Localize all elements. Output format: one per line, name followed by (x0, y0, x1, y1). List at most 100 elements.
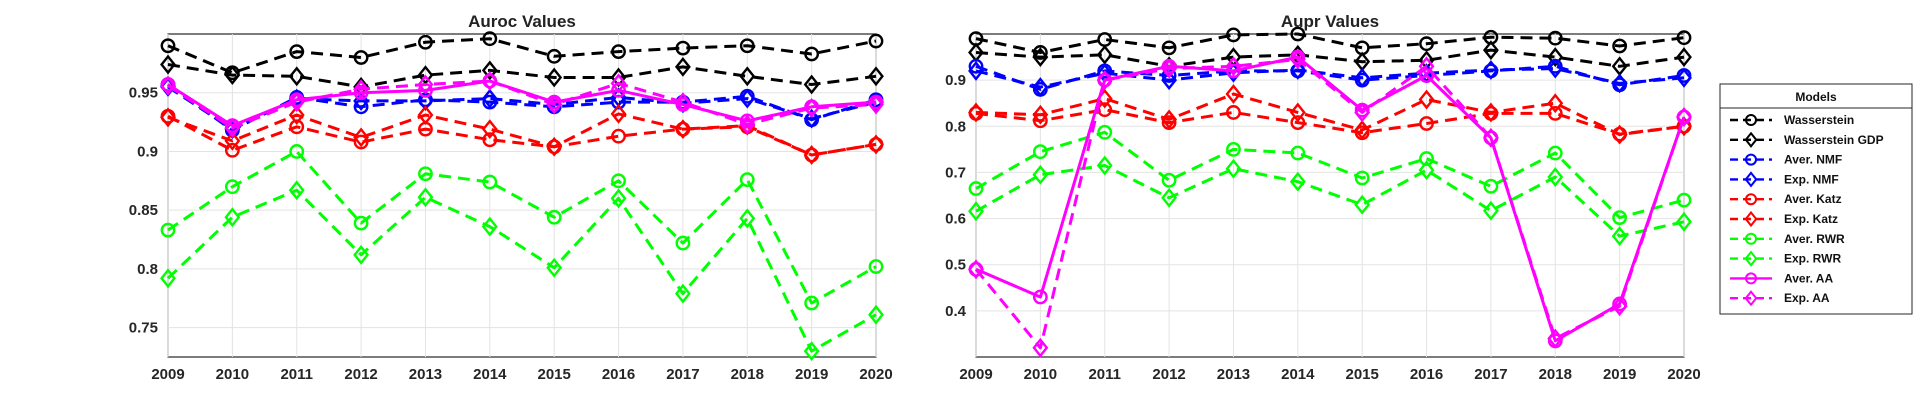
aupr-point-exp-nmf (1354, 67, 1371, 88)
aupr-point-aver-katz (1419, 116, 1434, 131)
legend-marker-circle (1745, 153, 1757, 166)
aupr-point-aver-rwr (1226, 141, 1241, 157)
aupr-point-exp-rwr (1611, 226, 1628, 247)
aupr-point-exp-aa (1418, 56, 1435, 77)
auroc-point-aver-katz (224, 142, 240, 158)
auroc-point-wasserstein-gdp (674, 56, 691, 77)
aupr-point-exp-aa (1032, 337, 1049, 358)
aupr-x-tick-label: 2009 (959, 366, 992, 383)
auroc-x-tick-label: 2011 (280, 366, 313, 383)
aupr-x-tick-label: 2020 (1667, 366, 1700, 383)
auroc-point-exp-katz (610, 103, 627, 124)
aupr-line-exp-nmf (975, 67, 1685, 89)
auroc-point-exp-katz (160, 107, 176, 128)
auroc-point-exp-rwr (160, 268, 176, 289)
legend-marker-circle (1745, 232, 1757, 245)
aupr-point-exp-nmf (968, 60, 984, 81)
auroc-point-exp-aa (481, 71, 498, 91)
aupr-point-aver-rwr (1032, 144, 1048, 160)
auroc-x-tick-label: 2016 (602, 366, 635, 383)
aupr-point-wasserstein (1612, 38, 1628, 54)
aupr-point-aver-rwr (1483, 178, 1499, 194)
aupr-point-wasserstein (1419, 36, 1434, 52)
aupr-x-tick-label: 2010 (1024, 366, 1057, 383)
aupr-point-exp-nmf (1676, 67, 1692, 88)
auroc-series-exp-katz (160, 103, 884, 165)
auroc-point-exp-rwr (674, 283, 691, 304)
aupr-series-exp-aa (968, 49, 1692, 358)
auroc-point-exp-nmf (803, 108, 820, 129)
aupr-series-exp-katz (968, 84, 1692, 145)
aupr-point-exp-rwr (1547, 167, 1564, 187)
aupr-point-wasserstein-gdp (1676, 47, 1692, 67)
auroc-point-wasserstein-gdp (160, 54, 176, 75)
legend-label: Aver. RWR (1784, 232, 1845, 246)
aupr-x-tick-label: 2013 (1217, 366, 1250, 383)
aupr-x-tick-label: 2011 (1088, 366, 1121, 383)
auroc-point-exp-aa (803, 98, 820, 118)
aupr-line-aver-rwr (975, 130, 1685, 220)
auroc-y-tick-label: 0.8 (137, 261, 158, 278)
aupr-point-aver-aa (1032, 289, 1048, 305)
aupr-point-aver-rwr (1612, 210, 1628, 226)
auroc-point-exp-katz (224, 130, 241, 151)
auroc-point-exp-aa (610, 73, 627, 94)
auroc-point-exp-nmf (739, 88, 756, 109)
aupr-point-exp-aa (1161, 58, 1178, 79)
aupr-y-tick-label: 0.5 (945, 257, 966, 274)
legend-label: Wasserstein (1784, 113, 1854, 127)
auroc-point-exp-katz (417, 105, 434, 125)
aupr-y-tick-label: 0.4 (945, 303, 967, 320)
aupr-point-exp-rwr (1161, 187, 1178, 208)
legend-label: Exp. AA (1784, 291, 1830, 305)
auroc-point-aver-rwr (224, 179, 240, 195)
legend-box (1719, 83, 1913, 315)
auroc-point-exp-aa (674, 92, 691, 113)
aupr-point-exp-katz (1354, 120, 1371, 140)
legend-entries: Wasserstein Wasserstein GDP Aver. NMF Exp. … (1730, 113, 1884, 307)
aupr-y-tick-label: 0.8 (945, 118, 966, 135)
auroc-point-wasserstein (804, 46, 820, 62)
auroc-point-wasserstein (868, 33, 884, 49)
auroc-line-aver-katz (167, 114, 877, 157)
aupr-point-aver-rwr (968, 181, 984, 196)
auroc-point-exp-katz (546, 136, 563, 157)
aupr-point-aver-rwr (1419, 151, 1434, 166)
aupr-point-exp-nmf (1547, 58, 1564, 79)
aupr-point-wasserstein (1676, 30, 1692, 46)
auroc-point-exp-rwr (417, 187, 434, 208)
aupr-point-wasserstein-gdp (1032, 47, 1049, 67)
auroc-point-aver-katz (482, 132, 498, 148)
auroc-point-exp-aa (868, 94, 884, 115)
auroc-point-aver-rwr (546, 209, 562, 225)
legend-marker-diamond (1744, 171, 1758, 188)
auroc-point-exp-aa (739, 114, 756, 135)
aupr-point-exp-nmf (1032, 77, 1049, 97)
aupr-point-exp-aa (1289, 49, 1306, 70)
auroc-point-exp-katz (803, 145, 820, 165)
auroc-x-tick-label: 2015 (537, 366, 570, 383)
aupr-point-wasserstein-gdp (1482, 40, 1499, 61)
auroc-point-wasserstein (739, 38, 755, 54)
auroc-point-aver-rwr (160, 222, 176, 238)
auroc-x-tick-label: 2012 (344, 366, 377, 383)
aupr-line-wasserstein-gdp (975, 48, 1685, 68)
aupr-point-aver-rwr (1676, 192, 1692, 208)
auroc-chart-title: Auroc Values (468, 12, 576, 31)
auroc-point-exp-katz (288, 105, 305, 125)
auroc-point-aver-katz (353, 134, 369, 150)
auroc-x-tick-label: 2009 (151, 366, 184, 383)
aupr-chart-title: Aupr Values (1281, 12, 1379, 31)
aupr-x-tick-label: 2018 (1539, 366, 1572, 383)
auroc-x-tick-label: 2010 (216, 366, 249, 383)
aupr-point-wasserstein (1226, 27, 1241, 43)
legend-entry-aver-katz: Aver. Katz (1730, 192, 1842, 206)
auroc-point-aver-rwr (868, 259, 884, 274)
aupr-series-exp-rwr (968, 155, 1692, 247)
aupr-point-aver-rwr (1097, 124, 1113, 140)
auroc-point-aver-rwr (804, 295, 820, 311)
aupr-point-exp-aa (1354, 102, 1371, 123)
auroc-point-exp-aa (546, 94, 563, 115)
aupr-point-exp-rwr (1289, 171, 1306, 192)
